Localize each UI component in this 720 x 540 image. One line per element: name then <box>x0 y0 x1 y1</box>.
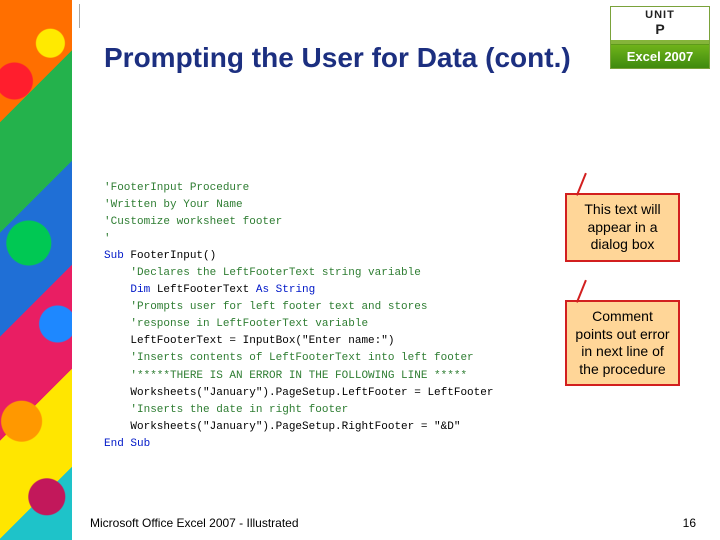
footer-right-page-number: 16 <box>683 516 696 530</box>
callout-leader-icon <box>562 171 600 195</box>
code-listing: 'FooterInput Procedure 'Written by Your … <box>104 180 524 453</box>
callout-text: Comment points out error in next line of… <box>575 308 669 377</box>
unit-badge-letter: P <box>611 21 709 44</box>
slide: Prompting the User for Data (cont.) UNIT… <box>0 0 720 540</box>
unit-badge-unit-label: UNIT <box>611 7 709 21</box>
unit-badge-product: Excel 2007 <box>611 44 709 68</box>
callout-leader-icon <box>562 278 600 302</box>
callout-dialog-text: This text will appear in a dialog box <box>565 193 680 262</box>
slide-title: Prompting the User for Data (cont.) <box>104 40 584 75</box>
unit-badge: UNIT P Excel 2007 <box>610 6 710 69</box>
footer-left: Microsoft Office Excel 2007 - Illustrate… <box>90 516 299 530</box>
decorative-art-strip <box>0 0 72 540</box>
frame-mark <box>79 4 89 28</box>
callout-error-comment: Comment points out error in next line of… <box>565 300 680 386</box>
callout-text: This text will appear in a dialog box <box>584 201 660 252</box>
